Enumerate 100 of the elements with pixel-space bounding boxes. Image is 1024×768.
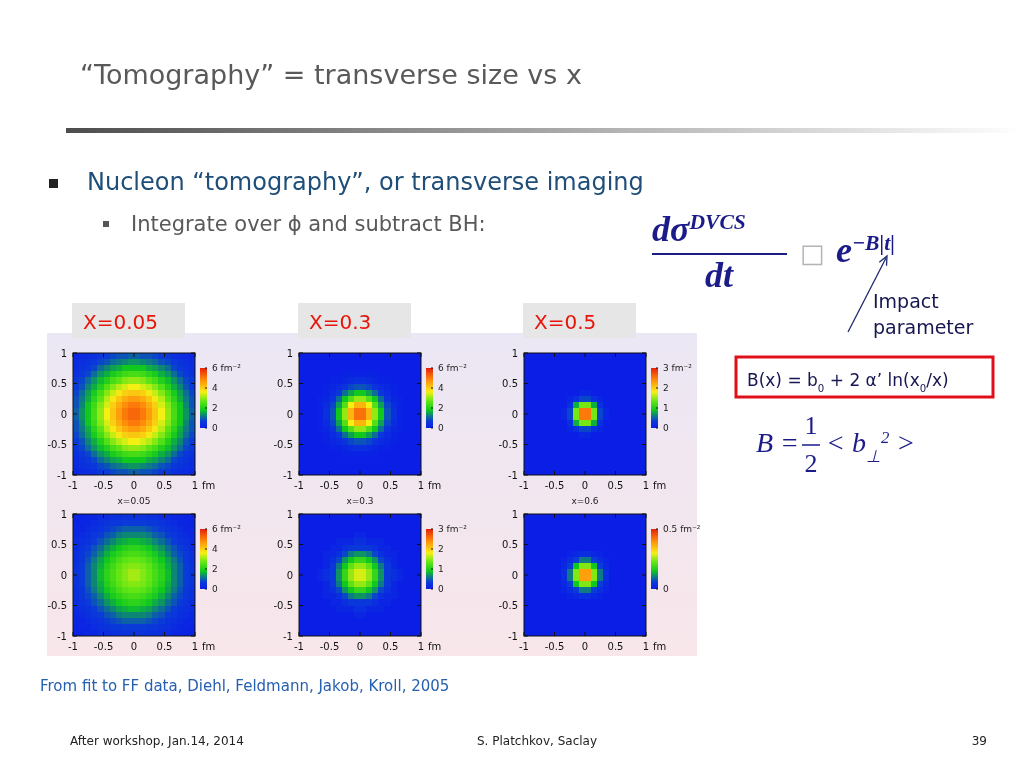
y-tick-label: -1: [57, 469, 67, 481]
color-bar-label: 2: [663, 383, 669, 394]
color-bar-label: 1: [663, 403, 669, 414]
color-bar-label: 3 fm⁻²: [438, 524, 468, 535]
x-tick-label: -1: [68, 641, 78, 652]
text: From fit to FF data, Diehl, Feldmann, Jakob, Kroll, 2005: [40, 677, 450, 695]
x-tick-label: -1: [294, 480, 304, 491]
color-bar-label: 0: [212, 584, 218, 595]
x-tick-label: 0: [356, 480, 364, 491]
x-tick-label: -0.5: [93, 480, 114, 491]
color-bar-label: 0: [212, 423, 218, 434]
x-tick-label: 0.5: [156, 480, 173, 491]
color-bar-label: 0.5 fm⁻²: [663, 524, 701, 535]
color-bar-label: 0: [663, 584, 669, 595]
text: 1: [804, 411, 818, 440]
y-tick-label: -1: [283, 630, 293, 642]
x-tick-label: 0: [356, 641, 364, 652]
x-tick-label: 0: [130, 641, 138, 652]
color-bar-label: 1: [438, 564, 444, 575]
text: dt: [704, 255, 734, 295]
x-tick-label: 1: [642, 641, 650, 652]
text: B =: [756, 427, 799, 458]
y-tick-label: -0.5: [47, 439, 67, 450]
x-axis-title: fm: [202, 641, 216, 652]
color-bar-label: 3 fm⁻²: [663, 363, 693, 374]
x-tick-label: 0: [130, 480, 138, 491]
x-tick-label: 0.5: [607, 480, 624, 491]
x-tick-label: 1: [191, 641, 199, 652]
y-tick-label: 0.5: [51, 539, 67, 550]
chart-title: X=0.05: [83, 310, 158, 334]
text: B(x) = b$_{0}$ + 2 α’ ln(x$_{0}$/x): [747, 370, 949, 394]
x-axis-title: fm: [653, 480, 667, 491]
x-tick-label: 1: [191, 480, 199, 491]
y-tick-label: -0.5: [273, 439, 293, 450]
y-tick-label: -1: [283, 469, 293, 481]
x-axis-title: fm: [202, 480, 216, 491]
color-bar-label: 0: [438, 584, 444, 595]
y-tick-label: 0: [60, 569, 67, 581]
x-tick-label: 1: [642, 480, 650, 491]
x-tick-label: 1: [417, 480, 425, 491]
x-tick-label: 0: [581, 480, 589, 491]
color-bar-label: 0: [438, 423, 444, 434]
color-bar-label: 2: [438, 403, 444, 414]
x-axis-title: fm: [653, 641, 667, 652]
x-tick-label: -1: [294, 641, 304, 652]
text: e$^{−B|t|}$: [836, 230, 895, 270]
x-axis-title: fm: [428, 480, 442, 491]
x-tick-label: -0.5: [319, 480, 340, 491]
y-tick-label: 0: [511, 408, 518, 420]
color-bar-label: 2: [212, 403, 218, 414]
x-tick-label: -1: [519, 641, 529, 652]
y-tick-label: 0.5: [502, 539, 518, 550]
x-tick-label: -0.5: [544, 641, 565, 652]
y-tick-label: 0.5: [277, 539, 293, 550]
y-tick-label: -0.5: [47, 600, 67, 611]
x-tick-label: 0.5: [607, 641, 624, 652]
chart-title: X=0.3: [309, 310, 372, 334]
text: dσ$^{DVCS}$: [652, 209, 746, 249]
y-tick-label: 0: [286, 408, 293, 420]
text: After workshop, Jan.14, 2014: [70, 734, 244, 748]
y-tick-label: 1: [511, 508, 518, 520]
text: 39: [971, 734, 987, 748]
y-tick-label: -1: [508, 469, 518, 481]
text: □: [800, 238, 825, 268]
color-bar-label: 4: [212, 544, 218, 555]
y-tick-label: 1: [60, 347, 67, 359]
y-tick-label: -1: [508, 630, 518, 642]
color-bar-label: 2: [438, 544, 444, 555]
x-tick-label: -1: [68, 480, 78, 491]
y-tick-label: 0: [60, 408, 67, 420]
text: 2: [804, 449, 818, 478]
y-tick-label: 0.5: [51, 378, 67, 389]
y-tick-label: 0.5: [277, 378, 293, 389]
text: “Tomography” = transverse size vs x: [80, 59, 582, 90]
x-tick-label: 0.5: [156, 641, 173, 652]
x-tick-label: -0.5: [93, 641, 114, 652]
y-tick-label: -0.5: [273, 600, 293, 611]
color-bar-label: 6 fm⁻²: [212, 363, 242, 374]
x-tick-label: -0.5: [544, 480, 565, 491]
chart-title: x=0.6: [571, 496, 599, 506]
color-bar-label: 6 fm⁻²: [438, 363, 468, 374]
y-tick-label: 0: [511, 569, 518, 581]
color-bar-label: 6 fm⁻²: [212, 524, 242, 535]
chart-title: X=0.5: [534, 310, 597, 334]
y-tick-label: -0.5: [498, 600, 518, 611]
y-tick-label: 1: [286, 347, 293, 359]
x-tick-label: -0.5: [319, 641, 340, 652]
y-tick-label: 0: [286, 569, 293, 581]
text: Nucleon “tomography”, or transverse imaging: [87, 168, 644, 196]
text: Integrate over ϕ and subtract BH:: [131, 212, 486, 236]
y-tick-label: -1: [57, 630, 67, 642]
chart-title: x=0.3: [346, 496, 374, 506]
text: < b$_{⊥}$$^{2}$ >: [826, 427, 916, 466]
text: S. Platchkov, Saclay: [476, 734, 598, 748]
chart-title: x=0.05: [117, 496, 151, 506]
x-tick-label: 1: [417, 641, 425, 652]
color-bar-label: 0: [663, 423, 669, 434]
y-tick-label: 0.5: [502, 378, 518, 389]
x-tick-label: 0.5: [382, 641, 399, 652]
x-tick-label: 0: [581, 641, 589, 652]
